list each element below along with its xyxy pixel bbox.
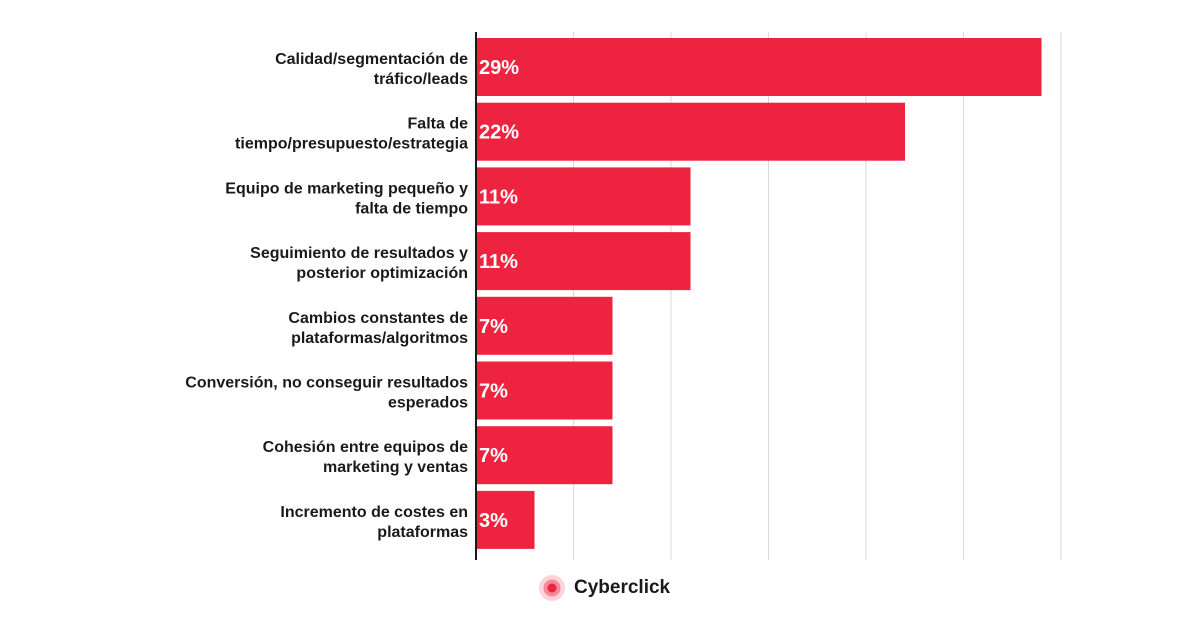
cyberclick-logo-icon [539,575,565,601]
category-label-line: Cambios constantes de [288,310,468,327]
bar-value-label: 11% [479,186,518,208]
bar [476,232,691,291]
category-label-line: plataformas [377,524,468,541]
category-label-line: posterior optimización [296,265,468,282]
category-label-line: Seguimiento de resultados y [250,245,468,262]
category-label-line: Calidad/segmentación de [275,51,468,68]
category-label-line: Incremento de costes en [280,504,468,521]
category-label: Cohesión entre equipos de marketing y ven… [263,439,468,476]
category-label: Incremento de costes en plataformas [280,504,468,541]
category-label: Calidad/segmentación de tráfico/leads [275,51,468,88]
bar-layer [476,38,1042,549]
category-label-line: falta de tiempo [355,200,468,217]
category-label: Seguimiento de resultados y posterior opt… [250,245,468,282]
bar-value-label: 7% [479,445,508,467]
category-label-line: esperados [388,395,468,412]
category-label: Equipo de marketing pequeño y falta de ti… [225,180,468,217]
category-label-line: marketing y ventas [323,459,468,476]
brand-name: Cyberclick [574,577,671,598]
category-label: Cambios constantes de plataformas/algorit… [288,310,468,347]
brand-logo: Cyberclick [538,574,670,602]
bar [476,490,535,549]
bar-value-label: 22% [479,122,519,144]
category-label-line: Equipo de marketing pequeño y [225,180,468,197]
bar [476,102,905,161]
category-label-line: tiempo/presupuesto/estrategia [235,136,468,153]
category-label: Falta de tiempo/presupuesto/estrategia [235,116,468,153]
bar [476,361,613,420]
bar-value-label: 11% [479,251,518,273]
bar-value-label: 29% [479,57,519,79]
category-label-line: plataformas/algoritmos [291,330,468,347]
category-label-line: Cohesión entre equipos de [263,439,468,456]
category-label: Conversión, no conseguir resultados esper… [185,375,468,412]
bar-value-label: 3% [479,510,508,532]
label-layer: 29% Calidad/segmentación de tráfico/leads 2… [185,51,519,541]
bar [476,38,1042,96]
bar [476,426,613,485]
bar-value-label: 7% [479,381,508,403]
bar-value-label: 7% [479,316,508,338]
category-label-line: Conversión, no conseguir resultados [185,375,468,392]
category-label-line: tráfico/leads [374,71,468,88]
bar [476,296,613,355]
category-label-line: Falta de [408,116,469,133]
bar [476,167,691,226]
